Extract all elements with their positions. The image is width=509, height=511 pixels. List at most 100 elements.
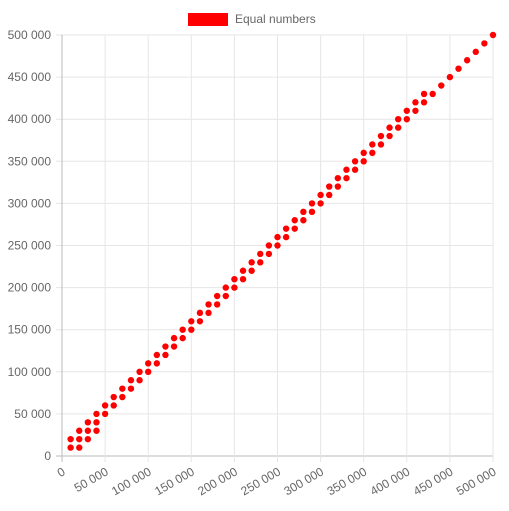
data-point[interactable] <box>438 82 445 89</box>
data-point[interactable] <box>291 217 298 224</box>
data-point[interactable] <box>110 393 117 401</box>
data-point[interactable] <box>274 233 281 241</box>
data-point[interactable] <box>188 326 195 333</box>
data-point[interactable] <box>101 402 109 409</box>
data-point[interactable] <box>136 368 143 375</box>
data-point[interactable] <box>274 242 281 249</box>
data-point[interactable] <box>127 377 135 384</box>
data-point[interactable] <box>481 40 488 47</box>
data-point[interactable] <box>170 334 178 342</box>
data-point[interactable] <box>257 259 264 266</box>
data-point[interactable] <box>412 99 419 106</box>
data-point[interactable] <box>153 360 161 367</box>
data-point[interactable] <box>67 435 74 443</box>
data-point[interactable] <box>282 233 290 241</box>
data-point[interactable] <box>334 174 342 182</box>
data-point[interactable] <box>463 57 471 64</box>
data-point[interactable] <box>282 225 290 232</box>
data-point[interactable] <box>369 141 376 148</box>
data-point[interactable] <box>145 360 152 367</box>
data-point[interactable] <box>231 275 238 283</box>
data-point[interactable] <box>127 385 135 392</box>
data-point[interactable] <box>403 107 410 114</box>
y-tick-label: 350 000 <box>8 154 52 168</box>
data-point[interactable] <box>170 343 178 350</box>
data-point[interactable] <box>222 284 229 291</box>
data-point[interactable] <box>76 427 83 434</box>
data-point[interactable] <box>377 141 385 148</box>
data-point[interactable] <box>326 183 333 190</box>
data-point[interactable] <box>205 301 212 308</box>
data-point[interactable] <box>196 309 204 317</box>
data-point[interactable] <box>412 107 419 114</box>
data-point[interactable] <box>351 166 359 173</box>
data-point[interactable] <box>308 200 316 207</box>
data-point[interactable] <box>489 31 497 39</box>
data-point[interactable] <box>179 334 186 342</box>
data-point[interactable] <box>351 158 359 165</box>
data-point[interactable] <box>196 318 204 325</box>
data-point[interactable] <box>300 217 307 224</box>
x-tick-label: 250 000 <box>238 464 283 498</box>
data-point[interactable] <box>343 174 350 182</box>
data-point[interactable] <box>162 351 169 359</box>
data-point[interactable] <box>222 292 229 300</box>
data-point[interactable] <box>239 267 247 274</box>
data-point[interactable] <box>420 90 428 98</box>
data-point[interactable] <box>136 377 143 384</box>
data-point[interactable] <box>248 259 255 266</box>
data-point[interactable] <box>317 200 324 207</box>
data-point[interactable] <box>472 48 479 56</box>
y-tick-label: 200 000 <box>8 281 52 295</box>
data-point[interactable] <box>231 284 238 291</box>
legend[interactable]: Equal numbers <box>188 12 316 26</box>
data-point[interactable] <box>291 225 298 232</box>
data-point[interactable] <box>145 368 152 375</box>
data-point[interactable] <box>360 149 367 157</box>
data-point[interactable] <box>188 318 195 325</box>
data-point[interactable] <box>213 292 221 300</box>
data-point[interactable] <box>394 116 402 123</box>
data-point[interactable] <box>76 435 83 443</box>
data-point[interactable] <box>205 309 212 317</box>
data-point[interactable] <box>101 410 109 418</box>
data-point[interactable] <box>119 393 126 401</box>
data-point[interactable] <box>93 410 100 418</box>
data-point[interactable] <box>265 242 273 249</box>
data-point[interactable] <box>119 385 126 392</box>
data-point[interactable] <box>300 208 307 216</box>
data-point[interactable] <box>84 419 92 426</box>
data-point[interactable] <box>429 90 436 98</box>
data-point[interactable] <box>179 326 186 333</box>
data-points <box>67 31 497 451</box>
data-point[interactable] <box>420 99 428 106</box>
data-point[interactable] <box>386 132 393 140</box>
data-point[interactable] <box>403 116 410 123</box>
data-point[interactable] <box>326 191 333 199</box>
data-point[interactable] <box>84 435 92 443</box>
data-point[interactable] <box>110 402 117 409</box>
data-point[interactable] <box>265 250 273 258</box>
data-point[interactable] <box>162 343 169 350</box>
data-point[interactable] <box>446 73 454 81</box>
data-point[interactable] <box>317 191 324 199</box>
data-point[interactable] <box>257 250 264 258</box>
data-point[interactable] <box>76 444 83 451</box>
data-point[interactable] <box>93 427 100 434</box>
data-point[interactable] <box>308 208 316 216</box>
data-point[interactable] <box>153 351 161 359</box>
data-point[interactable] <box>84 427 92 434</box>
data-point[interactable] <box>377 132 385 140</box>
data-point[interactable] <box>248 267 255 274</box>
data-point[interactable] <box>239 275 247 283</box>
data-point[interactable] <box>213 301 221 308</box>
data-point[interactable] <box>360 158 367 165</box>
data-point[interactable] <box>93 419 100 426</box>
data-point[interactable] <box>67 444 74 451</box>
data-point[interactable] <box>334 183 342 190</box>
data-point[interactable] <box>455 65 462 72</box>
data-point[interactable] <box>386 124 393 131</box>
data-point[interactable] <box>343 166 350 173</box>
data-point[interactable] <box>369 149 376 157</box>
data-point[interactable] <box>394 124 402 131</box>
